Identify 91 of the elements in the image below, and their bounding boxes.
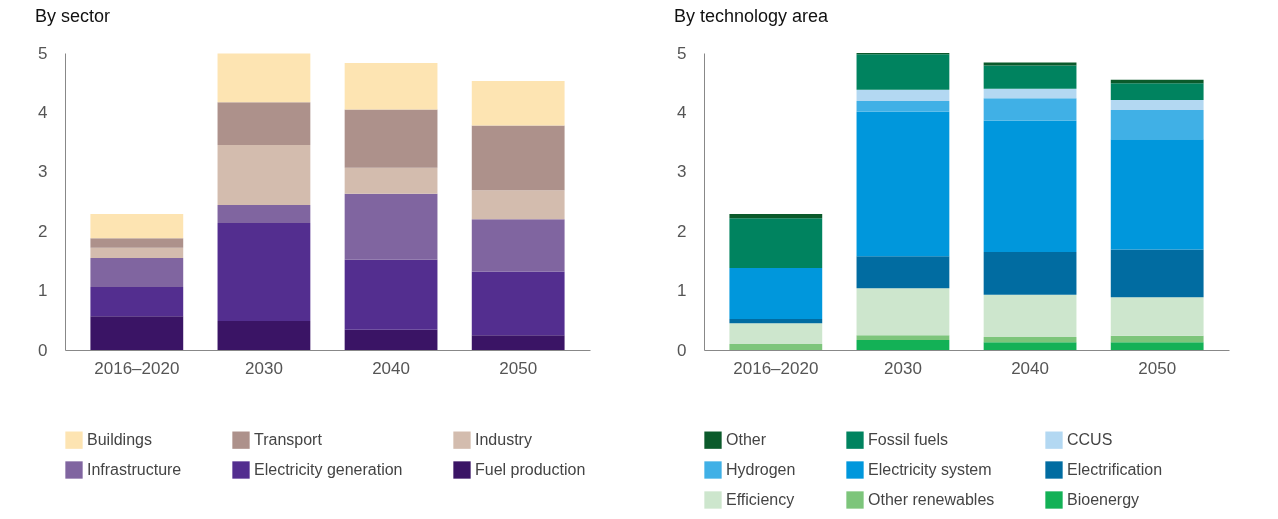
bar [983, 342, 1077, 350]
bar [1110, 99, 1204, 111]
bar [729, 218, 823, 269]
bar [856, 111, 950, 257]
y-tick-label: 3 [38, 162, 48, 182]
legend-label: Other [726, 431, 767, 449]
legend-label: Efficiency [726, 491, 795, 508]
bar [729, 319, 823, 324]
bar [1110, 110, 1204, 140]
bar [729, 344, 823, 350]
bar [729, 268, 823, 320]
chart-title: By technology area [674, 6, 830, 26]
bar [1110, 139, 1204, 250]
legend-label: Electricity system [868, 461, 992, 478]
bar [1110, 335, 1204, 343]
bar [471, 335, 565, 350]
bar [471, 80, 565, 126]
x-tick-label: 2050 [499, 358, 538, 378]
y-tick-label: 0 [38, 340, 48, 360]
legend-label: Other renewables [868, 491, 995, 508]
bar [856, 256, 950, 289]
bar [983, 65, 1077, 89]
legend-label: Bioenergy [1067, 491, 1140, 508]
bar [729, 213, 823, 219]
bar [856, 335, 950, 340]
bar [344, 193, 438, 260]
bar [856, 89, 950, 102]
bar [1110, 297, 1204, 336]
y-tick-label: 2 [677, 221, 687, 241]
y-tick-label: 5 [677, 43, 687, 63]
legend-label: Buildings [87, 431, 152, 449]
bar [90, 213, 184, 239]
x-tick-label: 2016–2020 [94, 358, 180, 378]
y-tick-label: 5 [38, 43, 48, 63]
legend-label: Transport [254, 431, 323, 449]
legend-label: Industry [475, 431, 532, 449]
legend-label: Hydrogen [726, 461, 796, 478]
x-tick-label: 2016–2020 [733, 358, 819, 378]
legend-label: CCUS [1067, 431, 1113, 449]
legend-label: Electrification [1067, 461, 1163, 478]
bar [344, 167, 438, 194]
bar [729, 323, 823, 345]
bar [856, 54, 950, 90]
legend-label: Electricity generation [254, 461, 403, 478]
legend-label: Infrastructure [87, 461, 182, 478]
bar [90, 287, 184, 317]
x-tick-label: 2040 [372, 358, 410, 378]
y-tick-label: 3 [677, 162, 687, 182]
bar [90, 316, 184, 350]
bar [856, 101, 950, 112]
bar [217, 205, 311, 223]
bar [217, 320, 311, 350]
y-tick-label: 4 [38, 102, 48, 122]
bar [344, 259, 438, 330]
bar [1110, 342, 1204, 350]
bar [344, 329, 438, 350]
y-tick-label: 4 [677, 102, 687, 122]
bar [983, 120, 1077, 252]
bar [344, 63, 438, 110]
bar [90, 247, 184, 258]
x-tick-label: 2050 [1138, 358, 1177, 378]
bar [471, 190, 565, 220]
bar [217, 102, 311, 146]
bar [90, 257, 184, 288]
legend-label: Fuel production [475, 461, 586, 478]
bar [856, 339, 950, 350]
x-tick-label: 2030 [884, 358, 922, 378]
bar [344, 109, 438, 168]
bar [1110, 83, 1204, 100]
bar [217, 145, 311, 206]
bar [471, 125, 565, 191]
bar [983, 294, 1077, 337]
bar [983, 251, 1077, 295]
bar [983, 336, 1077, 343]
bar [856, 288, 950, 336]
y-tick-label: 2 [38, 221, 48, 241]
y-tick-label: 1 [677, 281, 687, 301]
bar [471, 271, 565, 336]
bar [983, 98, 1077, 121]
bar [471, 219, 565, 272]
x-tick-label: 2030 [245, 358, 283, 378]
y-tick-label: 0 [677, 340, 687, 360]
bar [90, 238, 184, 248]
bar [983, 88, 1077, 99]
legend-label: Fossil fuels [868, 431, 949, 449]
x-tick-label: 2040 [1011, 358, 1049, 378]
bar [217, 53, 311, 103]
bar [217, 222, 311, 321]
chart-title: By sector [35, 6, 111, 26]
y-tick-label: 1 [38, 281, 48, 301]
bar [1110, 249, 1204, 298]
